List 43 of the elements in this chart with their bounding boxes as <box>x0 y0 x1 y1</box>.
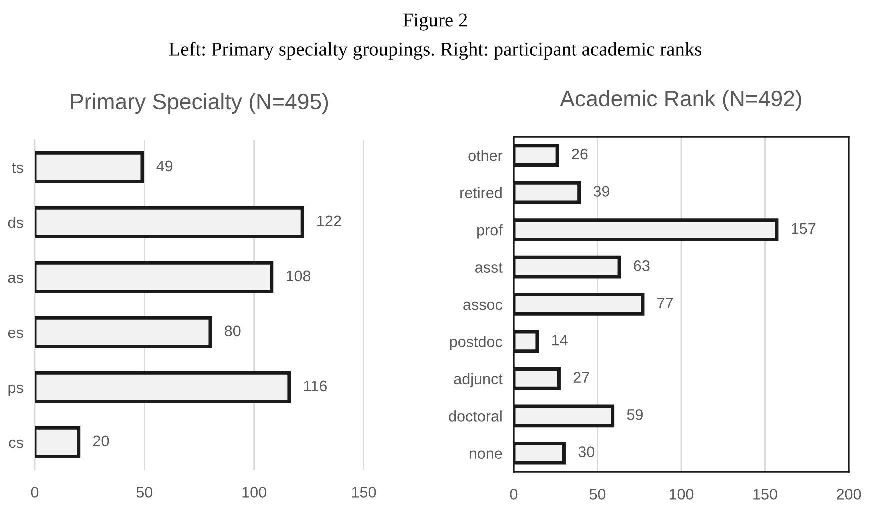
data-label: 30 <box>578 446 595 458</box>
x-tick-label: 0 <box>31 487 39 498</box>
y-tick-label: cs <box>9 440 24 448</box>
y-tick-label: other <box>468 150 503 162</box>
x-tick-label: 50 <box>136 487 153 498</box>
data-label: 122 <box>318 216 342 226</box>
y-tick-label: asst <box>476 262 503 273</box>
y-tick-label: none <box>470 450 502 460</box>
x-tick-label: 150 <box>352 487 376 498</box>
data-label: 63 <box>634 260 650 272</box>
chart-title: Academic Rank (N=492) <box>560 90 802 112</box>
caption: Figure 2 <box>403 14 468 31</box>
data-label: 116 <box>304 380 328 392</box>
data-label: 157 <box>792 223 816 234</box>
data-label: 49 <box>156 160 173 172</box>
x-tick-label: 50 <box>590 489 606 500</box>
data-label: 27 <box>574 372 590 383</box>
data-label: 39 <box>594 186 610 197</box>
y-tick-label: prof <box>478 224 503 239</box>
y-tick-label: postdoc <box>450 336 502 350</box>
chart-title: Primary Specialty (N=495) <box>71 93 328 114</box>
data-label: 26 <box>572 148 588 160</box>
text: Left: Primary specialty groupings. Right: participant academic ranks <box>169 42 702 60</box>
x-tick-label: 150 <box>754 489 778 500</box>
data-label: 14 <box>552 335 568 346</box>
x-tick-label: 100 <box>670 489 694 500</box>
x-tick-label: 200 <box>837 489 862 500</box>
y-tick-label: ts <box>12 163 24 174</box>
data-label: 80 <box>225 326 241 337</box>
data-label: 59 <box>627 409 643 420</box>
y-tick-label: as <box>8 274 24 284</box>
y-tick-label: adjunct <box>454 373 503 388</box>
y-tick-label: es <box>8 330 24 338</box>
y-tick-label: ds <box>8 216 24 228</box>
y-tick-label: retired <box>460 187 502 199</box>
x-tick-label: 0 <box>510 489 518 500</box>
data-label: 77 <box>658 298 674 308</box>
x-tick-label: 100 <box>242 487 266 498</box>
data-label: 20 <box>94 436 110 447</box>
y-tick-label: ps <box>8 384 24 396</box>
data-label: 108 <box>286 270 311 282</box>
y-tick-label: assoc <box>464 302 502 310</box>
y-tick-label: doctoral <box>449 410 502 422</box>
